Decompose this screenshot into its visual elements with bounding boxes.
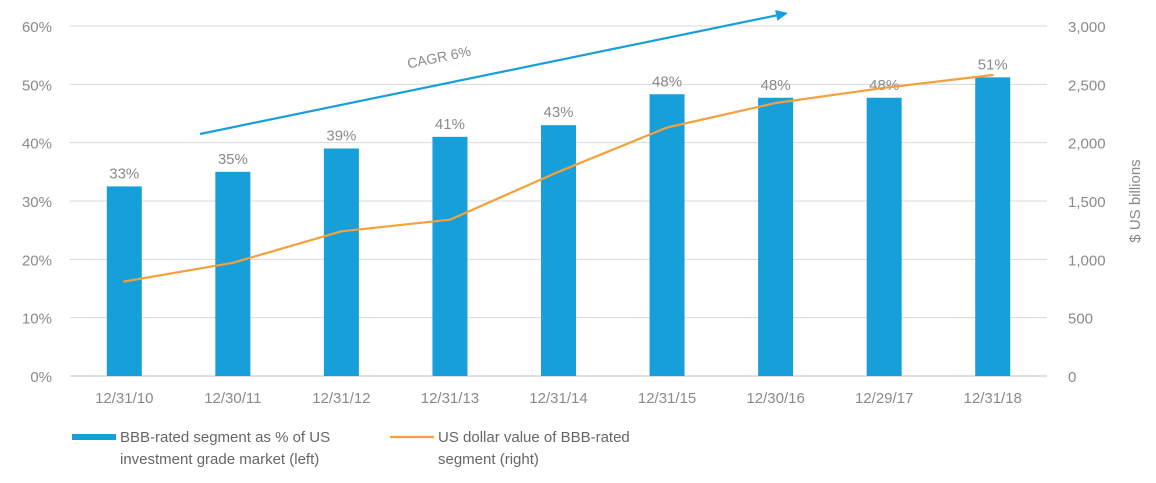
bar-data-label: 41% bbox=[435, 116, 465, 133]
y-right-tick-label: 500 bbox=[1068, 311, 1093, 328]
legend-label-line: US dollar value of BBB-rated bbox=[438, 429, 630, 446]
x-tick-label: 12/31/18 bbox=[964, 390, 1022, 407]
x-tick-label: 12/31/15 bbox=[638, 390, 696, 407]
y-right-tick-label: 3,000 bbox=[1068, 19, 1106, 36]
cagr-annotation-label: CAGR 6% bbox=[406, 43, 472, 72]
y-left-tick-label: 40% bbox=[22, 136, 52, 153]
y-left-tick-label: 20% bbox=[22, 252, 52, 269]
bar bbox=[324, 149, 359, 377]
x-tick-label: 12/30/11 bbox=[204, 390, 261, 407]
y-left-tick-label: 50% bbox=[22, 77, 52, 94]
x-tick-label: 12/29/17 bbox=[855, 390, 913, 407]
bar bbox=[758, 98, 793, 376]
bar bbox=[650, 94, 685, 376]
legend-swatch-bars bbox=[72, 434, 116, 440]
legend-label-line: segment (right) bbox=[438, 451, 539, 468]
bar-data-label: 48% bbox=[652, 73, 682, 90]
bar-data-label: 43% bbox=[543, 104, 573, 121]
bar-data-label: 51% bbox=[978, 56, 1008, 73]
x-tick-label: 12/31/10 bbox=[95, 390, 153, 407]
y-right-tick-label: 0 bbox=[1068, 369, 1076, 386]
y-left-tick-label: 0% bbox=[30, 369, 52, 386]
legend-label-bars: investment grade market (left) bbox=[120, 451, 319, 468]
x-tick-label: 12/30/16 bbox=[746, 390, 804, 407]
y-right-axis-label: $ US billions bbox=[1127, 159, 1144, 242]
bar bbox=[432, 137, 467, 376]
bar-data-label: 48% bbox=[761, 77, 791, 94]
y-right-tick-label: 2,500 bbox=[1068, 77, 1106, 94]
cagr-arrow-line bbox=[200, 15, 776, 134]
bar-data-label: 39% bbox=[326, 128, 356, 145]
x-tick-label: 12/31/14 bbox=[529, 390, 587, 407]
bar-data-label: 33% bbox=[109, 165, 139, 182]
legend-label-bars: BBB-rated segment as % of US bbox=[120, 429, 330, 446]
y-right-tick-label: 1,500 bbox=[1068, 194, 1106, 211]
y-right-tick-label: 2,000 bbox=[1068, 136, 1106, 153]
y-left-tick-label: 10% bbox=[22, 311, 52, 328]
y-right-tick-label: 1,000 bbox=[1068, 252, 1106, 269]
bar bbox=[975, 77, 1010, 376]
x-tick-label: 12/31/13 bbox=[421, 390, 479, 407]
y-left-tick-label: 30% bbox=[22, 194, 52, 211]
bar bbox=[541, 125, 576, 376]
bar bbox=[215, 172, 250, 376]
bar bbox=[867, 98, 902, 376]
x-tick-label: 12/31/12 bbox=[312, 390, 370, 407]
bar-data-label: 48% bbox=[869, 77, 899, 94]
bar-data-label: 35% bbox=[218, 151, 248, 168]
cagr-arrow-head bbox=[775, 10, 788, 21]
y-left-tick-label: 60% bbox=[22, 19, 52, 36]
